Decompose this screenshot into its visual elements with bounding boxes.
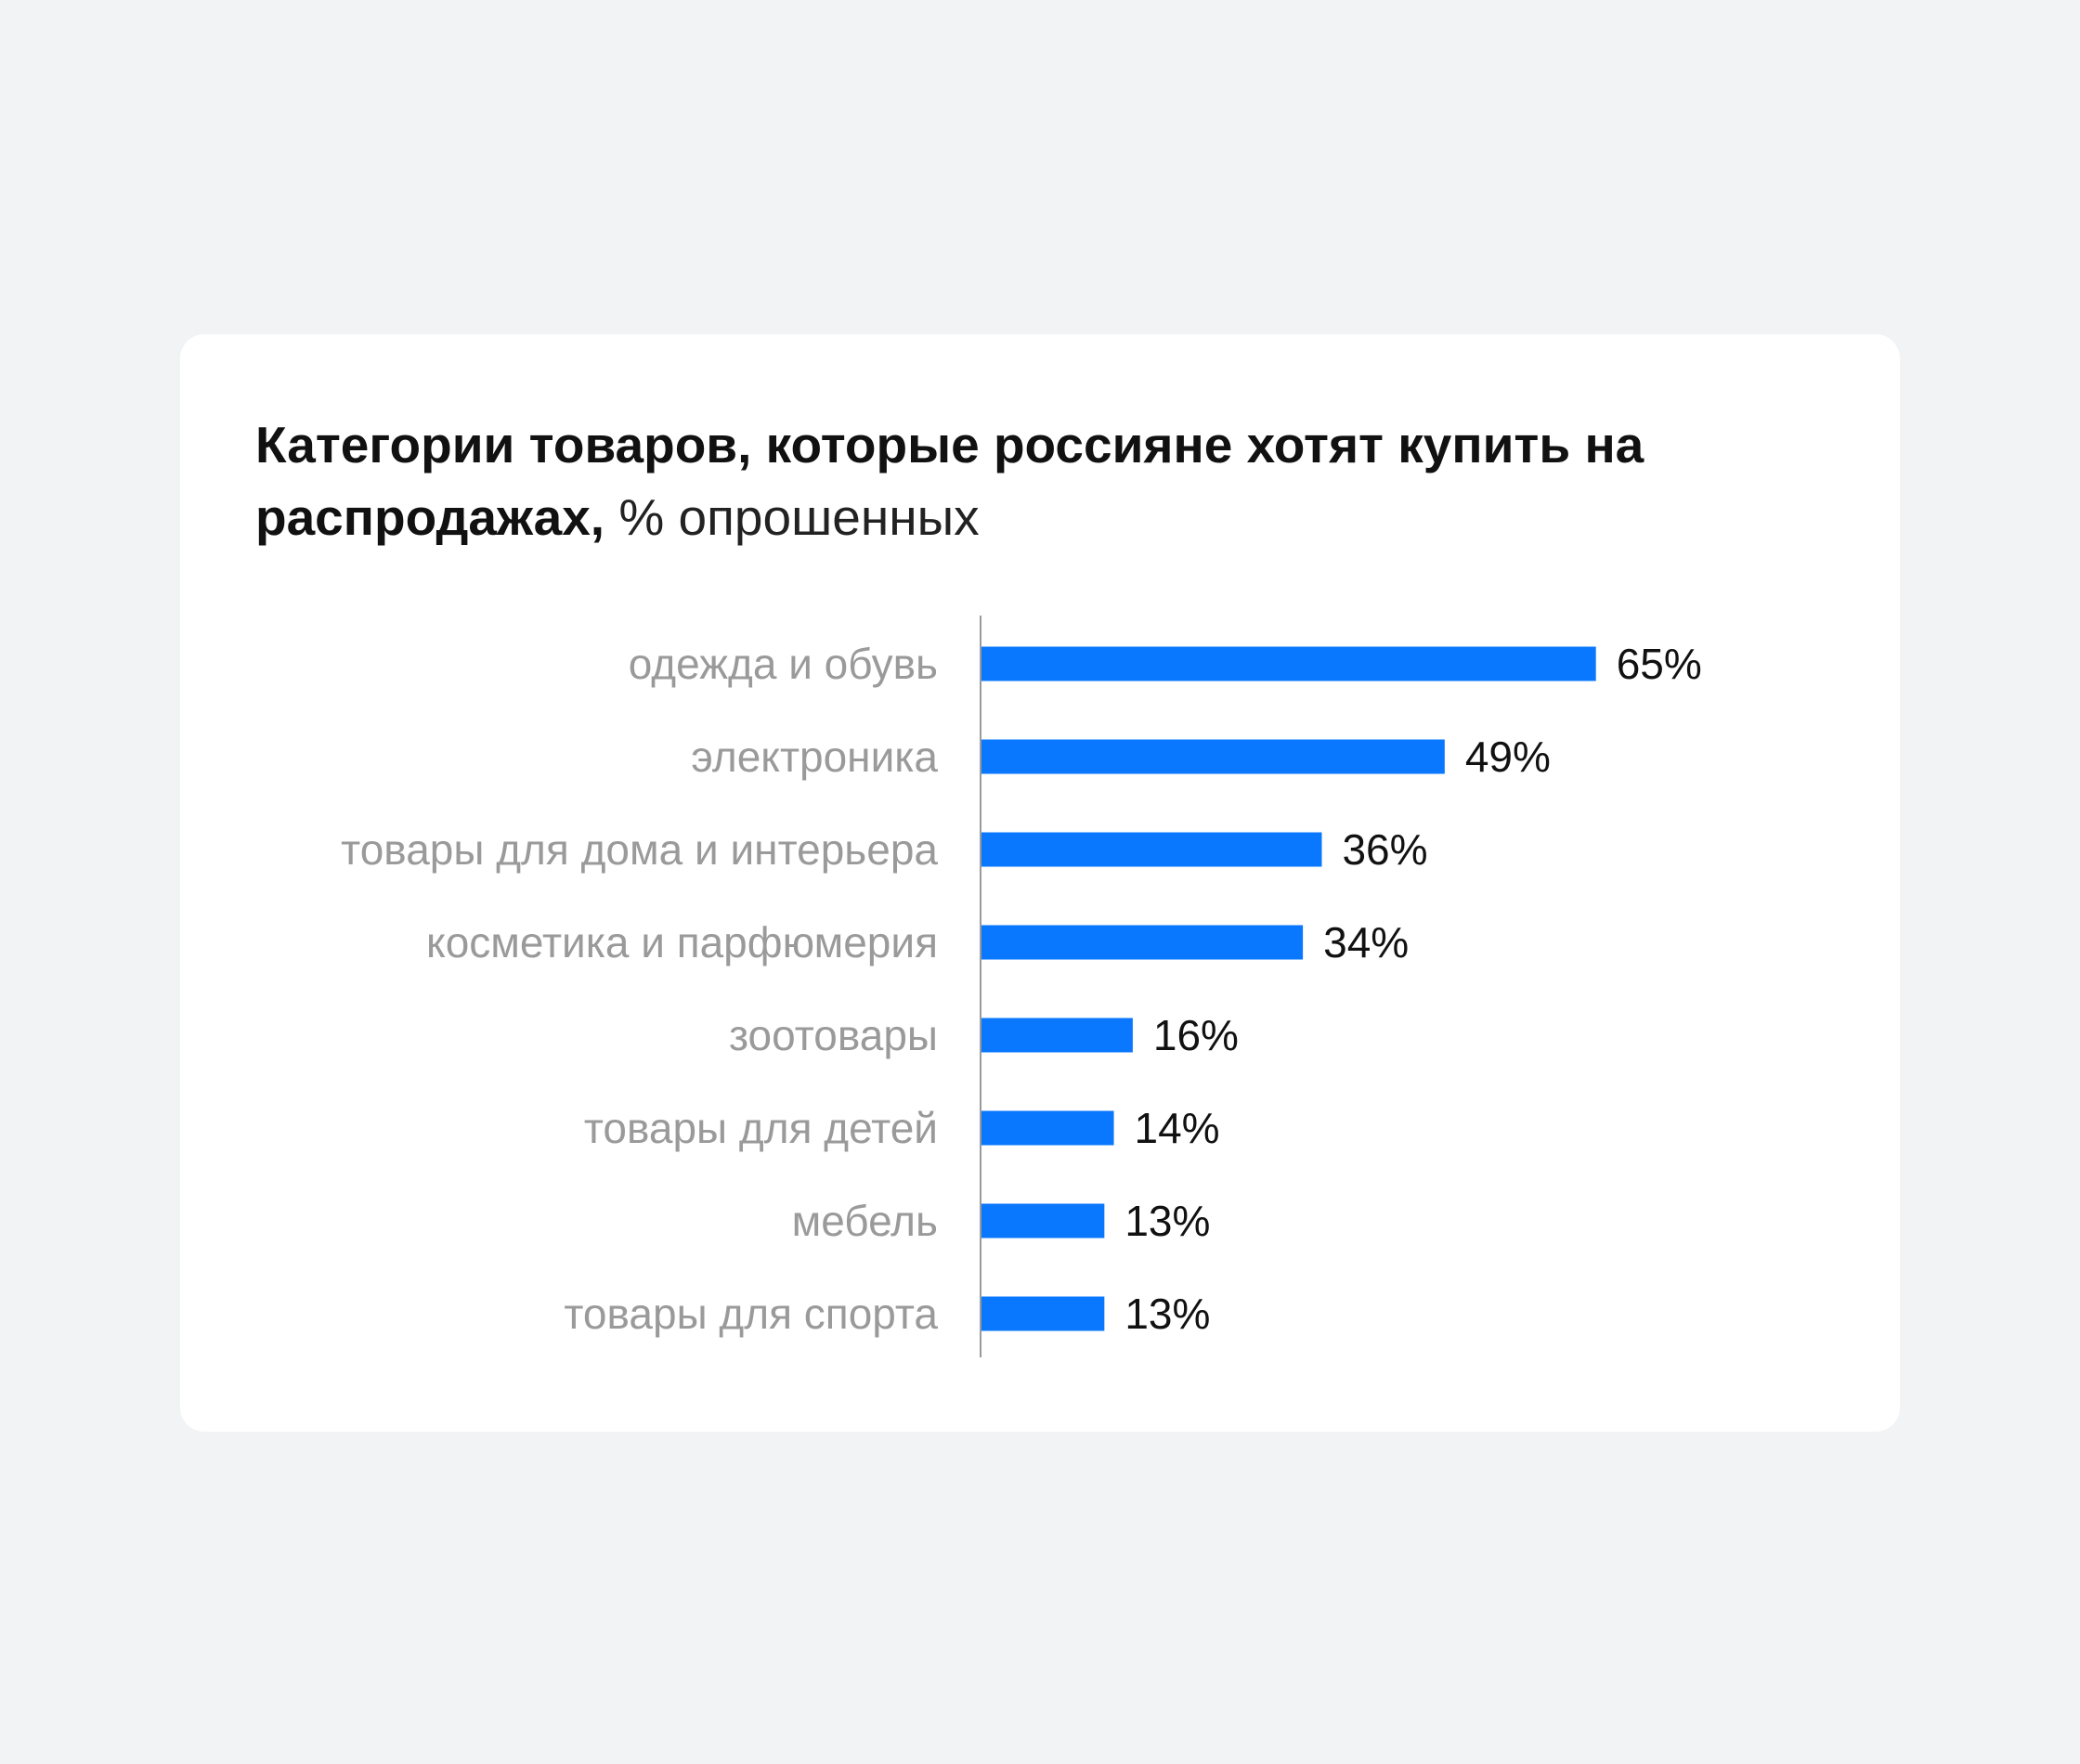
chart-card: Категории товаров, которые россияне хотя…	[180, 334, 1900, 1432]
chart-title: Категории товаров, которые россияне хотя…	[255, 409, 1648, 553]
value-label: 16%	[1153, 1011, 1239, 1059]
value-label: 34%	[1323, 918, 1409, 966]
value-label: 65%	[1617, 640, 1702, 688]
category-label: электроника	[691, 733, 938, 781]
category-label: товары для дома и интерьера	[341, 825, 938, 874]
category-label: товары для спорта	[564, 1290, 938, 1338]
bar	[982, 1110, 1114, 1146]
category-label: одежда и обувь	[629, 640, 938, 688]
category-label: косметика и парфюмерия	[426, 918, 938, 966]
bar-chart: одежда и обувь 65% электроника 49% товары дл…	[341, 616, 1702, 1357]
category-label: товары для детей	[584, 1104, 938, 1152]
value-label: 13%	[1124, 1197, 1210, 1245]
value-label: 13%	[1124, 1290, 1210, 1338]
bar	[982, 1203, 1105, 1239]
chart-title-unit: % опрошенных	[618, 488, 980, 546]
value-label: 36%	[1342, 825, 1427, 874]
bar	[982, 1018, 1133, 1053]
category-label: мебель	[792, 1197, 938, 1245]
category-label: зоотовары	[729, 1011, 938, 1059]
chart-title-main: Категории товаров, которые россияне хотя…	[255, 416, 1644, 546]
bar	[982, 925, 1304, 960]
bar	[982, 832, 1322, 867]
bar	[982, 646, 1596, 681]
value-label: 49%	[1465, 733, 1551, 781]
bar	[982, 1296, 1105, 1331]
bar	[982, 739, 1445, 774]
value-label: 14%	[1135, 1104, 1220, 1152]
